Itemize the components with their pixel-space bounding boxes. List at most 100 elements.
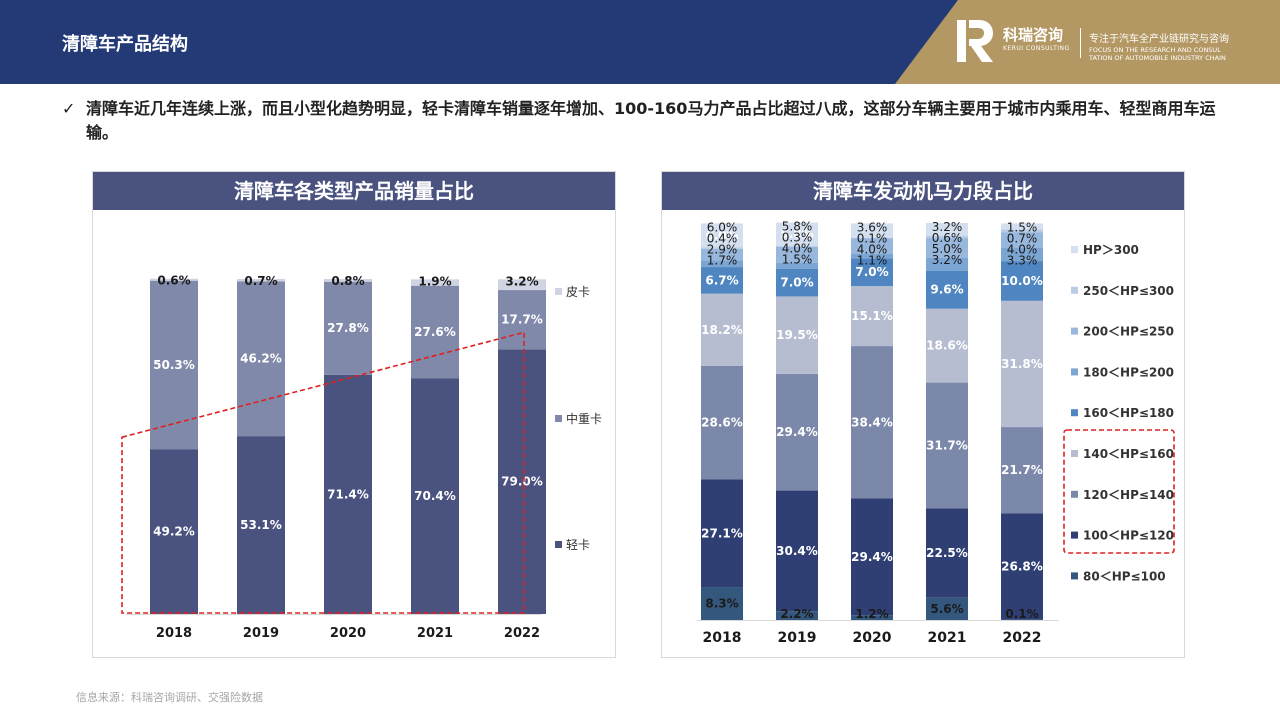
data-label: 8.3% — [705, 597, 738, 611]
data-label: 27.8% — [327, 321, 369, 335]
data-label: 31.7% — [926, 439, 968, 453]
bar-segment-HP＞300-2018 — [701, 223, 743, 248]
data-label: 1.5% — [782, 253, 813, 267]
data-label: 19.5% — [776, 328, 818, 342]
legend-swatch — [1071, 327, 1078, 335]
legend-swatch — [1071, 286, 1078, 294]
bar-segment-200＜HP≤250-2019 — [776, 246, 818, 263]
bar-segment-HP＞300-2022 — [1001, 223, 1043, 230]
data-label: 6.0% — [705, 228, 738, 242]
data-label: 27.1% — [701, 526, 743, 540]
chart-panel-vehicle-type: 清障车各类型产品销量占比 49.2% 50.3% 0.6% 2018 53.1% 46.2… — [92, 171, 616, 658]
bar-segment-100＜HP≤120-2020 — [851, 498, 893, 616]
bar-segment-180＜HP≤200-2020 — [851, 253, 893, 259]
data-label: 3.6% — [857, 220, 888, 234]
summary-bullet: ✓ 清障车近几年连续上涨，而且小型化趋势明显，轻卡清障车销量逐年增加、100-1… — [62, 97, 1232, 145]
header-bar — [0, 0, 1280, 84]
legend-label: 140＜HP≤160 — [1083, 447, 1174, 461]
data-label: 3.3% — [1007, 253, 1038, 267]
bar-segment-100＜HP≤120-2022 — [1001, 513, 1043, 620]
chart-panel-horsepower: 清障车发动机马力段占比 27.1% 28.6% 18.2% 6.7% 6.0% 8.3% 6… — [661, 171, 1185, 658]
legend-label: 100＜HP≤120 — [1083, 529, 1174, 543]
data-label: 4.0% — [857, 242, 888, 256]
bar-segment-中重卡-2019 — [237, 281, 285, 437]
x-tick-label: 2020 — [330, 626, 366, 641]
bar-segment-160＜HP≤180-2022 — [1001, 261, 1043, 301]
bar-segment-120＜HP≤140-2021 — [926, 382, 968, 509]
summary-text: 清障车近几年连续上涨，而且小型化趋势明显，轻卡清障车销量逐年增加、100-160… — [86, 99, 1216, 142]
legend-swatch — [1071, 368, 1078, 376]
chart-title: 清障车发动机马力段占比 — [662, 172, 1184, 210]
data-label: 70.4% — [414, 489, 456, 503]
legend-label: 轻卡 — [566, 538, 590, 552]
bar-segment-250＜HP≤300-2019 — [776, 245, 818, 247]
bar-segment-HP＞300-2021 — [926, 223, 968, 236]
bar-segment-140＜HP≤160-2018 — [701, 293, 743, 366]
legend-label: 80＜HP≤100 — [1083, 569, 1166, 583]
x-tick-label: 2022 — [1003, 630, 1042, 646]
legend-highlight-box — [1063, 429, 1175, 554]
data-label: 1.1% — [857, 253, 888, 267]
data-label: 0.7% — [1007, 231, 1038, 245]
data-label: 27.6% — [414, 325, 456, 339]
bar-segment-皮卡-2022 — [498, 279, 546, 291]
data-label: 46.2% — [240, 352, 282, 366]
tagline-english-line-1: FOCUS ON THE RESEARCH AND CONSUL — [1089, 46, 1221, 54]
data-label: 18.6% — [926, 339, 968, 353]
tagline-english-line-2: TATION OF AUTOMOBILE INDUSTRY CHAIN — [1089, 54, 1226, 62]
bar-segment-200＜HP≤250-2020 — [851, 238, 893, 254]
legend-swatch — [555, 288, 562, 295]
data-label: 5.0% — [932, 242, 963, 256]
x-tick-label: 2020 — [853, 630, 892, 646]
bar-segment-皮卡-2021 — [411, 279, 459, 286]
bar-segment-250＜HP≤300-2021 — [926, 235, 968, 239]
tagline-chinese: 专注于汽车全产业链研究与咨询 — [1089, 34, 1229, 45]
bar-segment-160＜HP≤180-2020 — [851, 258, 893, 287]
x-tick-label: 2019 — [778, 630, 817, 646]
legend-swatch — [1071, 246, 1078, 253]
data-label: 26.8% — [1001, 559, 1043, 573]
legend-swatch — [1071, 490, 1078, 498]
checkmark-icon: ✓ — [62, 99, 76, 118]
legend-swatch — [1071, 531, 1078, 539]
legend-swatch — [555, 541, 562, 548]
data-label: 50.3% — [153, 358, 195, 372]
legend-swatch — [555, 415, 562, 422]
data-label: 30.4% — [776, 544, 818, 558]
legend-label: 160＜HP≤180 — [1083, 406, 1174, 420]
data-label: 0.1% — [857, 231, 888, 245]
bar-segment-180＜HP≤200-2021 — [926, 257, 968, 271]
bar-segment-180＜HP≤200-2018 — [701, 260, 743, 268]
bar-segment-200＜HP≤250-2022 — [1001, 232, 1043, 249]
data-label: 1.5% — [1007, 220, 1038, 234]
bar-segment-140＜HP≤160-2022 — [1001, 300, 1043, 428]
vehicle-type-chart: 49.2% 50.3% 0.6% 2018 53.1% 46.2% 0.7% 2019 71.4… — [121, 274, 602, 641]
bar-segment-250＜HP≤300-2018 — [701, 247, 743, 249]
data-label: 4.0% — [1007, 242, 1038, 256]
data-label: 10.0% — [1001, 274, 1043, 288]
bar-segment-140＜HP≤160-2019 — [776, 296, 818, 374]
x-tick-label: 2018 — [703, 630, 742, 646]
bar-segment-140＜HP≤160-2020 — [851, 286, 893, 347]
data-label: 5.8% — [782, 220, 813, 234]
legend-label: 250＜HP≤300 — [1083, 284, 1174, 298]
bar-segment-180＜HP≤200-2022 — [1001, 248, 1043, 262]
bar-segment-100＜HP≤120-2021 — [926, 508, 968, 598]
data-label: 38.4% — [851, 415, 893, 429]
legend-label: 200＜HP≤250 — [1083, 325, 1174, 339]
bar-segment-160＜HP≤180-2019 — [776, 268, 818, 297]
data-label: 0.3% — [782, 231, 813, 245]
bar-segment-轻卡-2018 — [150, 449, 198, 614]
data-label: 6.7% — [705, 273, 738, 287]
legend-label: 中重卡 — [566, 411, 602, 426]
data-label: 3.2% — [932, 253, 963, 267]
bar-segment-HP＞300-2019 — [776, 222, 818, 246]
bar-segment-120＜HP≤140-2020 — [851, 346, 893, 499]
bar-segment-160＜HP≤180-2021 — [926, 270, 968, 309]
data-label: 0.6% — [157, 274, 190, 288]
data-label: 15.1% — [851, 309, 893, 323]
data-label: 0.1% — [1005, 607, 1038, 621]
page-title: 清障车产品结构 — [62, 34, 188, 55]
data-label: 0.7% — [244, 274, 277, 288]
data-label: 3.2% — [505, 274, 538, 288]
